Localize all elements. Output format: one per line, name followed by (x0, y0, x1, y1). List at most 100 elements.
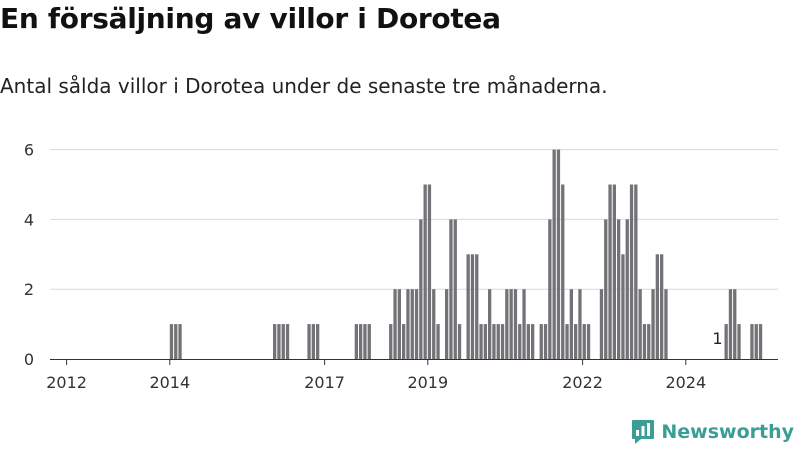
bar (492, 324, 496, 359)
bar (548, 219, 552, 359)
bar (479, 324, 483, 359)
bars (169, 149, 763, 359)
bar (445, 289, 449, 359)
bar (582, 324, 586, 359)
x-tick-label: 2014 (149, 373, 190, 392)
bar (419, 219, 423, 359)
bar (664, 289, 668, 359)
bar (552, 149, 556, 359)
newsworthy-logo-icon (632, 420, 655, 444)
bar (647, 324, 651, 359)
bar (410, 289, 414, 359)
x-tick-label: 2022 (562, 373, 603, 392)
bar (432, 289, 436, 359)
bar (758, 324, 763, 359)
bar (522, 289, 526, 359)
bar (496, 324, 500, 359)
bar (728, 289, 733, 359)
bar (617, 219, 621, 359)
bar (277, 324, 281, 359)
bar (565, 324, 569, 359)
bar (629, 184, 634, 359)
chart-subtitle: Antal sålda villor i Dorotea under de se… (0, 74, 608, 98)
bar (737, 324, 741, 359)
bar (612, 184, 616, 359)
bar (642, 324, 647, 359)
bar (543, 324, 548, 359)
axes: 0 2 4 6 1 2012 2014 2017 2019 2022 2024 (24, 141, 778, 392)
bar (402, 324, 406, 359)
bar (359, 324, 363, 359)
bar (660, 254, 664, 359)
bar (466, 254, 470, 359)
bar (475, 254, 479, 359)
bar-chart: 0 2 4 6 1 2012 2014 2017 2019 2022 2024 (24, 141, 778, 392)
bar (505, 289, 509, 359)
bar (457, 324, 462, 359)
bar (470, 254, 475, 359)
bar (509, 289, 513, 359)
bar (483, 324, 487, 359)
bar (750, 324, 754, 359)
bar (273, 324, 277, 359)
bar (625, 219, 629, 359)
chart-title: En försäljning av villor i Dorotea (0, 2, 501, 35)
bar (526, 324, 530, 359)
bar (556, 149, 561, 359)
bar (307, 324, 311, 359)
bar (518, 324, 522, 359)
bar (436, 324, 440, 359)
bar (397, 289, 401, 359)
grid-lines (50, 149, 778, 290)
bar (531, 324, 535, 359)
bar (651, 289, 655, 359)
bar (281, 324, 285, 359)
bar (604, 219, 608, 359)
bar (586, 324, 591, 359)
x-tick-label: 2019 (407, 373, 448, 392)
bar (754, 324, 758, 359)
bar (423, 184, 427, 359)
bar (367, 324, 371, 359)
annotation-label: 1 (712, 329, 722, 348)
bar (285, 324, 290, 359)
bar (354, 324, 358, 359)
bar (488, 289, 492, 359)
bar (393, 289, 397, 359)
y-tick-label: 0 (24, 350, 34, 369)
y-tick-label: 4 (24, 210, 34, 229)
bar (578, 289, 582, 359)
x-tick-label: 2017 (304, 373, 345, 392)
x-tick-label: 2012 (46, 373, 87, 392)
brand-logo[interactable]: Newsworthy (631, 419, 794, 445)
bar (513, 289, 518, 359)
bar (608, 184, 612, 359)
bar (363, 324, 367, 359)
bar (634, 184, 638, 359)
y-tick-label: 6 (24, 141, 34, 160)
bar (638, 289, 642, 359)
bar (178, 324, 182, 359)
bar (733, 289, 737, 359)
bar (449, 219, 453, 359)
bar (427, 184, 432, 359)
bar (655, 254, 659, 359)
bar (406, 289, 410, 359)
brand-name: Newsworthy (661, 421, 794, 443)
y-tick-label: 2 (24, 280, 34, 299)
bar (621, 254, 625, 359)
bar (539, 324, 543, 359)
bar (174, 324, 178, 359)
bar (389, 324, 393, 359)
bar (414, 289, 419, 359)
bar (724, 324, 728, 359)
bar (574, 324, 578, 359)
bar (569, 289, 573, 359)
bar (500, 324, 505, 359)
bar (311, 324, 315, 359)
x-tick-label: 2024 (665, 373, 706, 392)
bar (561, 184, 565, 359)
bar (169, 324, 174, 359)
bar (599, 289, 604, 359)
bar (316, 324, 320, 359)
